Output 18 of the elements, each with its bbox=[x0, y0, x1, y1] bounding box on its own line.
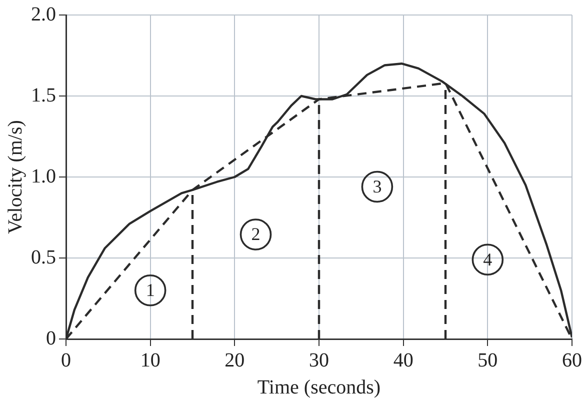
x-tick-label: 10 bbox=[140, 349, 160, 372]
x-tick-label: 50 bbox=[478, 349, 498, 372]
y-tick-label: 2.0 bbox=[31, 3, 56, 26]
y-axis-title: Velocity (m/s) bbox=[4, 120, 26, 234]
x-tick-label: 60 bbox=[562, 349, 582, 372]
y-tick-label: 1.5 bbox=[31, 84, 56, 106]
annotation: 1 bbox=[146, 280, 155, 300]
annotation: 4 bbox=[483, 249, 492, 270]
annotation: 2 bbox=[251, 224, 260, 244]
x-tick-label: 30 bbox=[309, 349, 329, 372]
y-tick-label: 0.5 bbox=[31, 246, 56, 268]
x-tick-label: 20 bbox=[224, 349, 245, 372]
x-tick-label: 0 bbox=[61, 349, 71, 372]
y-tick-label: 1.0 bbox=[31, 165, 56, 188]
y-tick-label: 0 bbox=[46, 327, 56, 350]
x-tick-label: 40 bbox=[393, 349, 414, 372]
x-axis-title: Time (seconds) bbox=[257, 376, 381, 398]
annotation: 3 bbox=[372, 176, 382, 196]
